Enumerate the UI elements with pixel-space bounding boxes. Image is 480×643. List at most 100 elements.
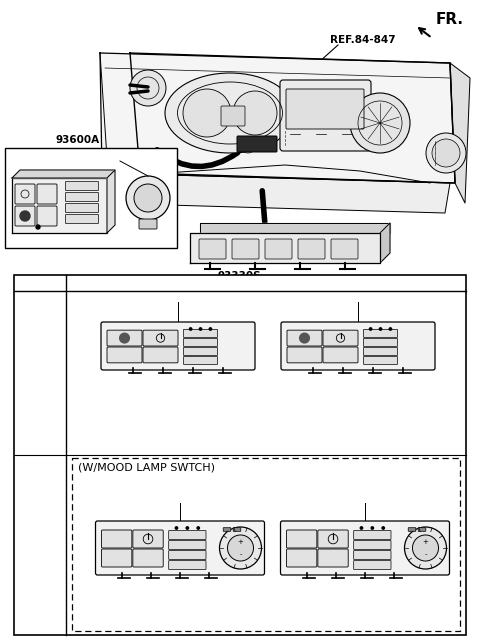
- FancyBboxPatch shape: [183, 329, 217, 338]
- Text: -: -: [424, 551, 427, 557]
- Circle shape: [300, 333, 309, 343]
- FancyBboxPatch shape: [65, 192, 98, 201]
- FancyBboxPatch shape: [37, 206, 57, 226]
- FancyBboxPatch shape: [418, 528, 426, 531]
- Circle shape: [426, 133, 466, 173]
- FancyBboxPatch shape: [221, 106, 245, 126]
- Text: 93330S: 93330S: [218, 271, 262, 281]
- Circle shape: [379, 328, 382, 331]
- Circle shape: [405, 527, 446, 569]
- Circle shape: [120, 333, 129, 343]
- Text: +: +: [422, 539, 429, 545]
- Circle shape: [370, 328, 372, 331]
- FancyBboxPatch shape: [168, 530, 206, 539]
- FancyBboxPatch shape: [168, 550, 206, 559]
- Polygon shape: [12, 170, 115, 178]
- FancyBboxPatch shape: [287, 549, 317, 567]
- Circle shape: [20, 211, 30, 221]
- FancyBboxPatch shape: [65, 181, 98, 190]
- FancyBboxPatch shape: [280, 521, 449, 575]
- FancyBboxPatch shape: [363, 329, 397, 338]
- FancyBboxPatch shape: [408, 528, 416, 531]
- FancyBboxPatch shape: [143, 347, 178, 363]
- Bar: [14, 275, 466, 635]
- Text: (W/MOOD LAMP SWTCH): (W/MOOD LAMP SWTCH): [78, 462, 215, 472]
- Text: 93600A: 93600A: [55, 135, 99, 145]
- Circle shape: [219, 527, 262, 569]
- FancyBboxPatch shape: [323, 330, 358, 346]
- Polygon shape: [200, 223, 390, 233]
- FancyBboxPatch shape: [318, 549, 348, 567]
- FancyBboxPatch shape: [199, 239, 226, 259]
- Ellipse shape: [165, 73, 295, 153]
- FancyBboxPatch shape: [183, 356, 217, 365]
- Circle shape: [134, 184, 162, 212]
- FancyBboxPatch shape: [354, 541, 391, 550]
- FancyBboxPatch shape: [65, 215, 98, 224]
- Text: 96790C: 96790C: [100, 151, 141, 161]
- Text: 93600-B2BDO: 93600-B2BDO: [140, 493, 220, 503]
- Text: -: -: [239, 551, 242, 557]
- FancyBboxPatch shape: [233, 528, 241, 531]
- Polygon shape: [12, 178, 107, 233]
- FancyBboxPatch shape: [223, 528, 231, 531]
- Circle shape: [389, 328, 392, 331]
- Circle shape: [233, 91, 277, 135]
- FancyBboxPatch shape: [237, 136, 277, 152]
- Circle shape: [371, 527, 373, 529]
- FancyBboxPatch shape: [183, 338, 217, 347]
- Text: 93600A: 93600A: [240, 276, 292, 289]
- Text: PNC: PNC: [26, 276, 54, 289]
- FancyBboxPatch shape: [363, 338, 397, 347]
- FancyBboxPatch shape: [287, 330, 322, 346]
- FancyBboxPatch shape: [96, 521, 264, 575]
- Text: 93600-B2BBO: 93600-B2BBO: [318, 292, 398, 302]
- FancyBboxPatch shape: [65, 203, 98, 212]
- FancyBboxPatch shape: [15, 184, 35, 204]
- Circle shape: [186, 527, 189, 529]
- FancyBboxPatch shape: [139, 219, 157, 229]
- FancyBboxPatch shape: [354, 561, 391, 570]
- Circle shape: [360, 527, 363, 529]
- Circle shape: [36, 225, 40, 229]
- Circle shape: [190, 328, 192, 331]
- Circle shape: [126, 176, 170, 220]
- FancyBboxPatch shape: [287, 530, 317, 548]
- Circle shape: [183, 89, 231, 137]
- Polygon shape: [107, 170, 115, 233]
- Circle shape: [199, 328, 202, 331]
- FancyBboxPatch shape: [143, 330, 178, 346]
- FancyBboxPatch shape: [183, 347, 217, 356]
- FancyBboxPatch shape: [323, 347, 358, 363]
- Text: FR.: FR.: [436, 12, 464, 28]
- FancyBboxPatch shape: [101, 530, 132, 548]
- FancyBboxPatch shape: [280, 80, 371, 151]
- FancyBboxPatch shape: [354, 550, 391, 559]
- Polygon shape: [98, 173, 450, 213]
- Polygon shape: [100, 53, 455, 183]
- FancyBboxPatch shape: [133, 549, 163, 567]
- Circle shape: [130, 70, 166, 106]
- Polygon shape: [450, 63, 470, 203]
- Bar: [5, 148, 177, 248]
- FancyBboxPatch shape: [101, 549, 132, 567]
- FancyBboxPatch shape: [168, 561, 206, 570]
- FancyBboxPatch shape: [287, 347, 322, 363]
- Circle shape: [412, 535, 439, 561]
- FancyBboxPatch shape: [265, 239, 292, 259]
- FancyBboxPatch shape: [168, 541, 206, 550]
- Text: ILLUST: ILLUST: [19, 458, 61, 468]
- Circle shape: [175, 527, 178, 529]
- FancyBboxPatch shape: [354, 530, 391, 539]
- Text: +: +: [238, 539, 243, 545]
- FancyBboxPatch shape: [133, 530, 163, 548]
- FancyBboxPatch shape: [363, 356, 397, 365]
- Text: 93600-B2BGO: 93600-B2BGO: [324, 493, 406, 503]
- FancyBboxPatch shape: [232, 239, 259, 259]
- FancyBboxPatch shape: [107, 330, 142, 346]
- Circle shape: [432, 139, 460, 167]
- FancyBboxPatch shape: [363, 347, 397, 356]
- Circle shape: [209, 328, 212, 331]
- Polygon shape: [190, 233, 380, 263]
- Circle shape: [240, 137, 256, 153]
